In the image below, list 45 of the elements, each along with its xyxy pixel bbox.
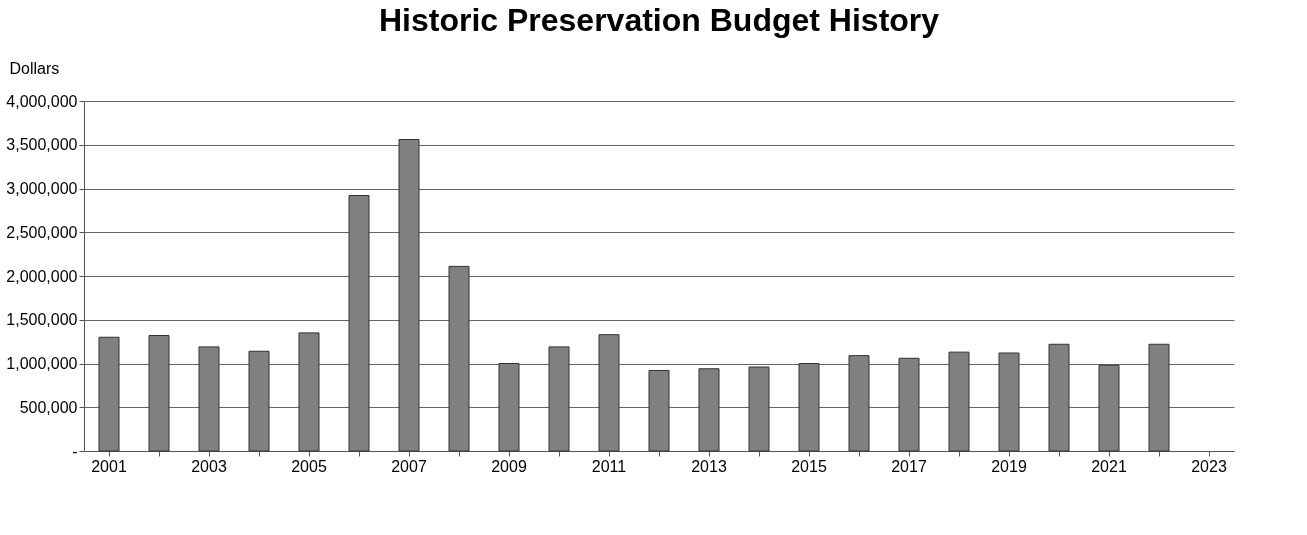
x-tick-label: 2015 bbox=[791, 457, 827, 475]
x-tick-label: 2017 bbox=[891, 457, 927, 475]
bar bbox=[248, 350, 270, 452]
y-tick-label: 1,000,000 bbox=[6, 355, 78, 372]
x-tick-label: 2007 bbox=[391, 457, 427, 475]
bar bbox=[348, 195, 370, 452]
x-tick-label: 2011 bbox=[591, 457, 627, 475]
bar bbox=[898, 357, 920, 452]
x-tick-label: 2021 bbox=[1091, 457, 1127, 475]
bar bbox=[298, 332, 320, 452]
x-tick-label: 2005 bbox=[291, 457, 327, 475]
y-tick-label: 3,000,000 bbox=[6, 180, 78, 197]
bar bbox=[548, 346, 570, 452]
y-tick-label: 3,500,000 bbox=[6, 136, 78, 154]
x-tick-label: 2019 bbox=[991, 457, 1027, 475]
x-tick-label: 2023 bbox=[1191, 457, 1227, 475]
x-tick-label: 2013 bbox=[691, 457, 727, 475]
bar bbox=[1048, 343, 1070, 452]
bar bbox=[748, 366, 770, 452]
x-tick-label: 2001 bbox=[91, 457, 127, 475]
chart-title: Historic Preservation Budget History bbox=[378, 2, 940, 38]
bar bbox=[1148, 343, 1170, 452]
bar bbox=[648, 370, 670, 452]
bar bbox=[498, 363, 520, 452]
y-tick-label: - bbox=[72, 442, 78, 460]
bar bbox=[598, 334, 620, 452]
y-tick-label: 500,000 bbox=[19, 398, 78, 416]
y-tick-label: 1,500,000 bbox=[6, 311, 78, 329]
bar bbox=[148, 335, 170, 452]
x-tick-label: 2009 bbox=[491, 457, 527, 475]
bar bbox=[398, 139, 420, 452]
bar bbox=[948, 351, 970, 452]
y-tick-label: 2,500,000 bbox=[6, 223, 78, 241]
x-tick-label: 2003 bbox=[191, 457, 227, 475]
y-tick-label: 2,000,000 bbox=[6, 267, 78, 285]
bar bbox=[448, 265, 470, 452]
bar bbox=[198, 346, 220, 452]
bar bbox=[1098, 364, 1120, 452]
bar bbox=[98, 336, 120, 452]
bar bbox=[998, 352, 1020, 452]
y-tick-label: 4,000,000 bbox=[6, 92, 78, 110]
y-axis-title: Dollars bbox=[9, 59, 60, 77]
bar bbox=[698, 368, 720, 452]
bar bbox=[798, 363, 820, 452]
bar bbox=[848, 355, 870, 452]
